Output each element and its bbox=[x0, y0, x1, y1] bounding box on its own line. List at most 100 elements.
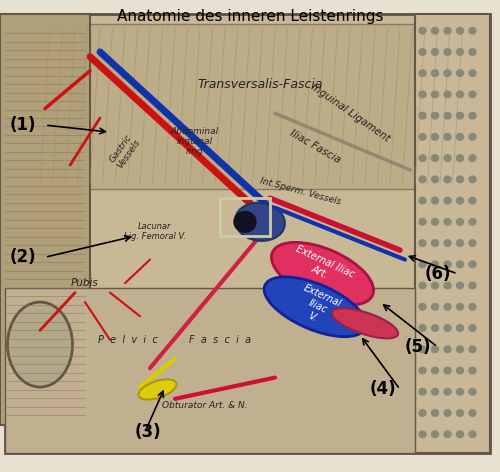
Circle shape bbox=[444, 325, 451, 331]
Circle shape bbox=[444, 303, 451, 310]
Circle shape bbox=[456, 325, 464, 331]
Text: Anatomie des inneren Leistenrings: Anatomie des inneren Leistenrings bbox=[117, 9, 384, 25]
Circle shape bbox=[469, 325, 476, 331]
Circle shape bbox=[419, 27, 426, 34]
Circle shape bbox=[419, 91, 426, 98]
Bar bbox=[0, 14, 90, 425]
Ellipse shape bbox=[272, 242, 374, 305]
Circle shape bbox=[456, 261, 464, 268]
Circle shape bbox=[432, 388, 438, 395]
Circle shape bbox=[432, 176, 438, 183]
Circle shape bbox=[432, 261, 438, 268]
Circle shape bbox=[419, 134, 426, 140]
Circle shape bbox=[432, 240, 438, 246]
Circle shape bbox=[432, 282, 438, 289]
Circle shape bbox=[432, 367, 438, 374]
Circle shape bbox=[419, 346, 426, 353]
Circle shape bbox=[432, 325, 438, 331]
Circle shape bbox=[469, 431, 476, 438]
Circle shape bbox=[456, 388, 464, 395]
Circle shape bbox=[432, 134, 438, 140]
Circle shape bbox=[444, 27, 451, 34]
Text: Lacunar
Lig. Femoral V.: Lacunar Lig. Femoral V. bbox=[124, 221, 186, 241]
Circle shape bbox=[456, 91, 464, 98]
Circle shape bbox=[444, 219, 451, 225]
Circle shape bbox=[456, 367, 464, 374]
Circle shape bbox=[469, 176, 476, 183]
Circle shape bbox=[432, 155, 438, 161]
Circle shape bbox=[419, 112, 426, 119]
Text: (6): (6) bbox=[424, 265, 451, 283]
Circle shape bbox=[469, 388, 476, 395]
Circle shape bbox=[444, 240, 451, 246]
Text: External Iliac
Art.: External Iliac Art. bbox=[289, 244, 356, 290]
Circle shape bbox=[419, 282, 426, 289]
Ellipse shape bbox=[138, 379, 176, 399]
Ellipse shape bbox=[8, 302, 72, 387]
Text: (5): (5) bbox=[404, 338, 431, 356]
Circle shape bbox=[444, 346, 451, 353]
Circle shape bbox=[432, 303, 438, 310]
Text: Obturator Art. & N.: Obturator Art. & N. bbox=[162, 401, 248, 411]
Text: Int.Sperm. Vessels: Int.Sperm. Vessels bbox=[258, 176, 342, 206]
Circle shape bbox=[456, 197, 464, 204]
Circle shape bbox=[444, 134, 451, 140]
Circle shape bbox=[419, 176, 426, 183]
Text: Iliac Fascia: Iliac Fascia bbox=[288, 128, 342, 165]
Circle shape bbox=[444, 367, 451, 374]
Circle shape bbox=[419, 367, 426, 374]
Circle shape bbox=[432, 410, 438, 416]
Circle shape bbox=[469, 261, 476, 268]
Circle shape bbox=[456, 134, 464, 140]
Bar bbox=[220, 198, 270, 236]
Circle shape bbox=[444, 431, 451, 438]
Text: Transversalis-Fascia: Transversalis-Fascia bbox=[197, 78, 323, 92]
Circle shape bbox=[419, 70, 426, 76]
Circle shape bbox=[444, 49, 451, 55]
Circle shape bbox=[456, 112, 464, 119]
Circle shape bbox=[469, 240, 476, 246]
Circle shape bbox=[444, 155, 451, 161]
Text: (4): (4) bbox=[369, 380, 396, 398]
Circle shape bbox=[469, 155, 476, 161]
Circle shape bbox=[469, 367, 476, 374]
Circle shape bbox=[469, 346, 476, 353]
Circle shape bbox=[419, 410, 426, 416]
Circle shape bbox=[444, 282, 451, 289]
Circle shape bbox=[456, 155, 464, 161]
Circle shape bbox=[469, 112, 476, 119]
Circle shape bbox=[432, 70, 438, 76]
Circle shape bbox=[456, 410, 464, 416]
Circle shape bbox=[444, 261, 451, 268]
Text: Pubis: Pubis bbox=[71, 278, 99, 288]
Circle shape bbox=[432, 112, 438, 119]
Circle shape bbox=[456, 176, 464, 183]
Circle shape bbox=[469, 303, 476, 310]
Circle shape bbox=[234, 211, 256, 232]
Text: (1): (1) bbox=[9, 116, 36, 134]
Circle shape bbox=[456, 303, 464, 310]
Text: External
Iliac
V.: External Iliac V. bbox=[292, 283, 343, 330]
Circle shape bbox=[444, 410, 451, 416]
Circle shape bbox=[432, 197, 438, 204]
Circle shape bbox=[469, 410, 476, 416]
Bar bbox=[5, 288, 415, 453]
Circle shape bbox=[419, 261, 426, 268]
Circle shape bbox=[469, 49, 476, 55]
Circle shape bbox=[419, 325, 426, 331]
Circle shape bbox=[469, 91, 476, 98]
Circle shape bbox=[419, 431, 426, 438]
Ellipse shape bbox=[332, 308, 398, 338]
Circle shape bbox=[419, 155, 426, 161]
Circle shape bbox=[432, 431, 438, 438]
Circle shape bbox=[444, 91, 451, 98]
Circle shape bbox=[456, 219, 464, 225]
Circle shape bbox=[419, 240, 426, 246]
Circle shape bbox=[469, 197, 476, 204]
Circle shape bbox=[432, 219, 438, 225]
Circle shape bbox=[469, 70, 476, 76]
Circle shape bbox=[456, 49, 464, 55]
Text: Abdominal
Inguinal
ring: Abdominal Inguinal ring bbox=[171, 126, 219, 157]
Circle shape bbox=[444, 388, 451, 395]
Circle shape bbox=[419, 219, 426, 225]
